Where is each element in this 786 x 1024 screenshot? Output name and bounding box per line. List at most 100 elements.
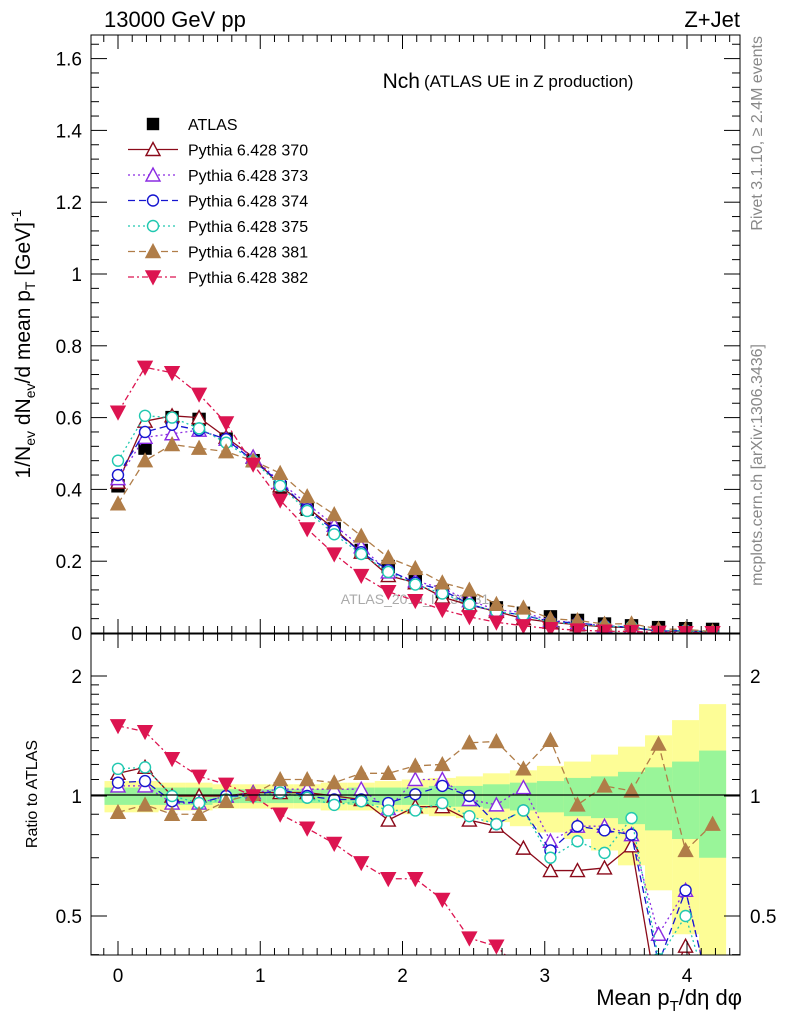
data-point-382 [543, 998, 557, 1011]
data-point-381 [136, 452, 154, 468]
data-point-381 [190, 805, 208, 821]
data-point-382 [515, 619, 532, 633]
legend-marker [146, 219, 160, 233]
data-point-382 [677, 625, 694, 633]
header-process-label: Z+Jet [684, 7, 740, 32]
legend-entry-381: Pythia 6.428 381 [128, 243, 308, 262]
y-tick-label-ratio: 0.5 [56, 907, 82, 928]
data-point-381 [542, 731, 559, 747]
data-point-375 [409, 578, 422, 591]
data-point-375 [382, 804, 395, 817]
data-point-382 [542, 621, 559, 633]
x-tick-label: 0 [113, 966, 124, 987]
chart-subtitle: (ATLAS UE in Z production) [424, 72, 633, 91]
data-point-382 [190, 387, 208, 403]
y-tick-label-main: 0.4 [56, 480, 83, 501]
data-point-374 [138, 774, 152, 788]
data-point-375 [625, 811, 638, 825]
data-point-382 [217, 416, 235, 432]
data-point-381 [326, 506, 343, 522]
legend-label: Pythia 6.428 373 [188, 168, 308, 185]
data-point-381 [515, 599, 532, 615]
data-point-375 [490, 817, 503, 831]
series-382 [109, 360, 721, 633]
legend-marker [144, 270, 162, 286]
main-panel-frame [90, 34, 741, 634]
data-point-374 [653, 958, 664, 969]
y-axis-title-main: 1/Nev dNev/d mean pT [GeV]-1 [8, 209, 38, 478]
data-point-375 [571, 835, 584, 848]
legend-marker [144, 141, 162, 157]
data-point-381 [299, 488, 316, 504]
data-point-374 [111, 776, 125, 789]
data-point-370 [380, 811, 397, 827]
data-point-381 [569, 796, 586, 812]
data-point-375 [192, 422, 206, 435]
data-point-381 [488, 733, 505, 749]
y-tick-label-main: 0 [71, 624, 82, 645]
data-point-375 [165, 411, 179, 424]
data-point-375 [328, 528, 341, 541]
data-point-381 [704, 815, 721, 831]
data-point-375 [300, 504, 314, 518]
data-point-381 [136, 796, 154, 812]
data-point-375 [679, 909, 692, 923]
data-point-373 [515, 779, 532, 795]
data-point-382 [244, 789, 262, 805]
main-panel-series [109, 360, 721, 633]
data-point-382 [353, 568, 370, 585]
y-tick-label-main: 1.4 [56, 121, 83, 142]
data-point-382 [623, 624, 640, 633]
series-line-373 [118, 778, 702, 955]
header-energy-label: 13000 GeV pp [104, 7, 246, 32]
data-point-370 [569, 862, 586, 878]
series-line-381 [117, 443, 713, 633]
data-point-381 [299, 771, 316, 787]
data-point-375 [111, 454, 125, 467]
data-point-381 [515, 760, 532, 776]
data-point-382 [109, 405, 127, 421]
legend-label: Pythia 6.428 382 [188, 270, 308, 287]
data-point-374 [679, 884, 692, 897]
data-point-370 [515, 839, 532, 855]
data-point-381 [434, 574, 451, 590]
data-point-382 [596, 624, 613, 633]
data-point-381 [109, 495, 127, 511]
y-tick-label-ratio-right: 1 [750, 787, 761, 808]
band-green [699, 750, 727, 858]
data-point-375 [409, 804, 422, 817]
data-point-381 [217, 443, 235, 459]
y-tick-label-main: 0.2 [56, 552, 82, 573]
data-point-381 [488, 595, 505, 611]
x-tick-label: 2 [397, 966, 408, 987]
legend-entry-375: Pythia 6.428 375 [128, 219, 308, 236]
data-point-382 [570, 998, 584, 1011]
data-point-381 [623, 782, 640, 798]
data-point-382 [163, 752, 181, 768]
data-point-373 [488, 796, 505, 812]
data-point-382 [380, 585, 397, 601]
data-point-375 [463, 809, 476, 823]
data-point-382 [271, 493, 289, 509]
data-point-375 [273, 479, 287, 493]
data-point-375 [355, 795, 368, 808]
data-point-382 [271, 807, 289, 823]
data-point-370 [596, 859, 613, 875]
data-point-382 [516, 967, 530, 980]
data-point-382 [299, 821, 316, 837]
data-point-374 [463, 789, 476, 803]
rivet-version-label: Rivet 3.1.10, ≥ 2.4M events [749, 36, 766, 231]
x-tick-label: 4 [682, 966, 693, 987]
y-tick-label-main: 0.8 [56, 337, 82, 358]
data-point-382 [326, 836, 343, 852]
data-point-382 [488, 939, 505, 955]
data-point-375 [598, 846, 611, 860]
data-point-382 [461, 931, 478, 947]
data-point-382 [326, 547, 343, 563]
data-point-381 [677, 842, 694, 858]
data-point-373 [650, 925, 667, 941]
data-point-374 [571, 819, 584, 833]
y-tick-label-main: 1 [71, 265, 82, 286]
data-point-381 [380, 764, 397, 781]
